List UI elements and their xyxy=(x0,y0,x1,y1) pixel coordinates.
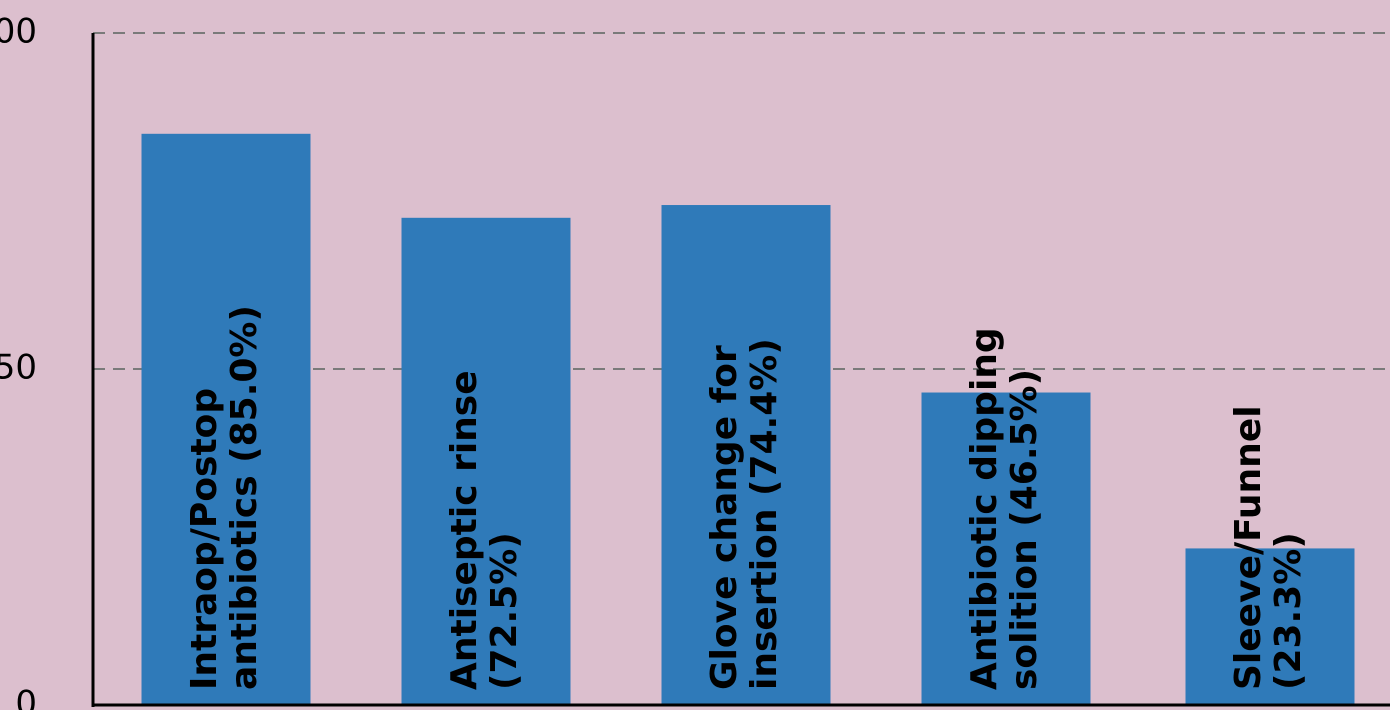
bar-1 xyxy=(401,217,571,706)
bar-label-0: Intraop/Postop antibiotics (85.0%) xyxy=(184,305,265,690)
bar-label-line-3-1: solition (46.5%) xyxy=(1004,369,1045,690)
bar-label-line-3-0: Antibiotic dipping xyxy=(964,327,1005,690)
bar-label-line-2-0: Glove change for xyxy=(704,345,745,690)
bar-label-line-4-1: (23.3%) xyxy=(1268,532,1309,690)
bar-2 xyxy=(661,205,831,706)
y-tick-label-50: 50 xyxy=(0,348,37,388)
bar-4 xyxy=(1185,548,1355,705)
bar-label-line-2-1: insertion (74.4%) xyxy=(744,338,785,690)
bar-label-line-0-0: Intraop/Postop xyxy=(184,388,225,690)
bars xyxy=(141,133,1355,706)
bar-label-line-4-0: Sleeve/Funnel xyxy=(1228,405,1269,690)
y-tick-label-100: 100 xyxy=(0,12,37,52)
bar-label-line-1-0: Antiseptic rinse xyxy=(444,370,485,690)
bar-label-2: Glove change for insertion (74.4%) xyxy=(704,338,785,690)
bar-label-line-1-1: (72.5%) xyxy=(484,532,525,690)
bar-label-1: Antiseptic rinse (72.5%) xyxy=(444,370,525,690)
y-tick-label-0: 0 xyxy=(15,684,37,710)
y-axis-ticks: 0 50 100 xyxy=(0,12,37,710)
bar-label-line-0-1: antibiotics (85.0%) xyxy=(224,305,265,690)
bar-label-3: Antibiotic dipping solition (46.5%) xyxy=(964,327,1045,690)
bar-0 xyxy=(141,133,311,706)
bar-3 xyxy=(921,392,1091,705)
bar-label-4: Sleeve/Funnel (23.3%) xyxy=(1228,405,1309,690)
bar-labels: Intraop/Postop antibiotics (85.0%) Antisep… xyxy=(184,305,1309,690)
